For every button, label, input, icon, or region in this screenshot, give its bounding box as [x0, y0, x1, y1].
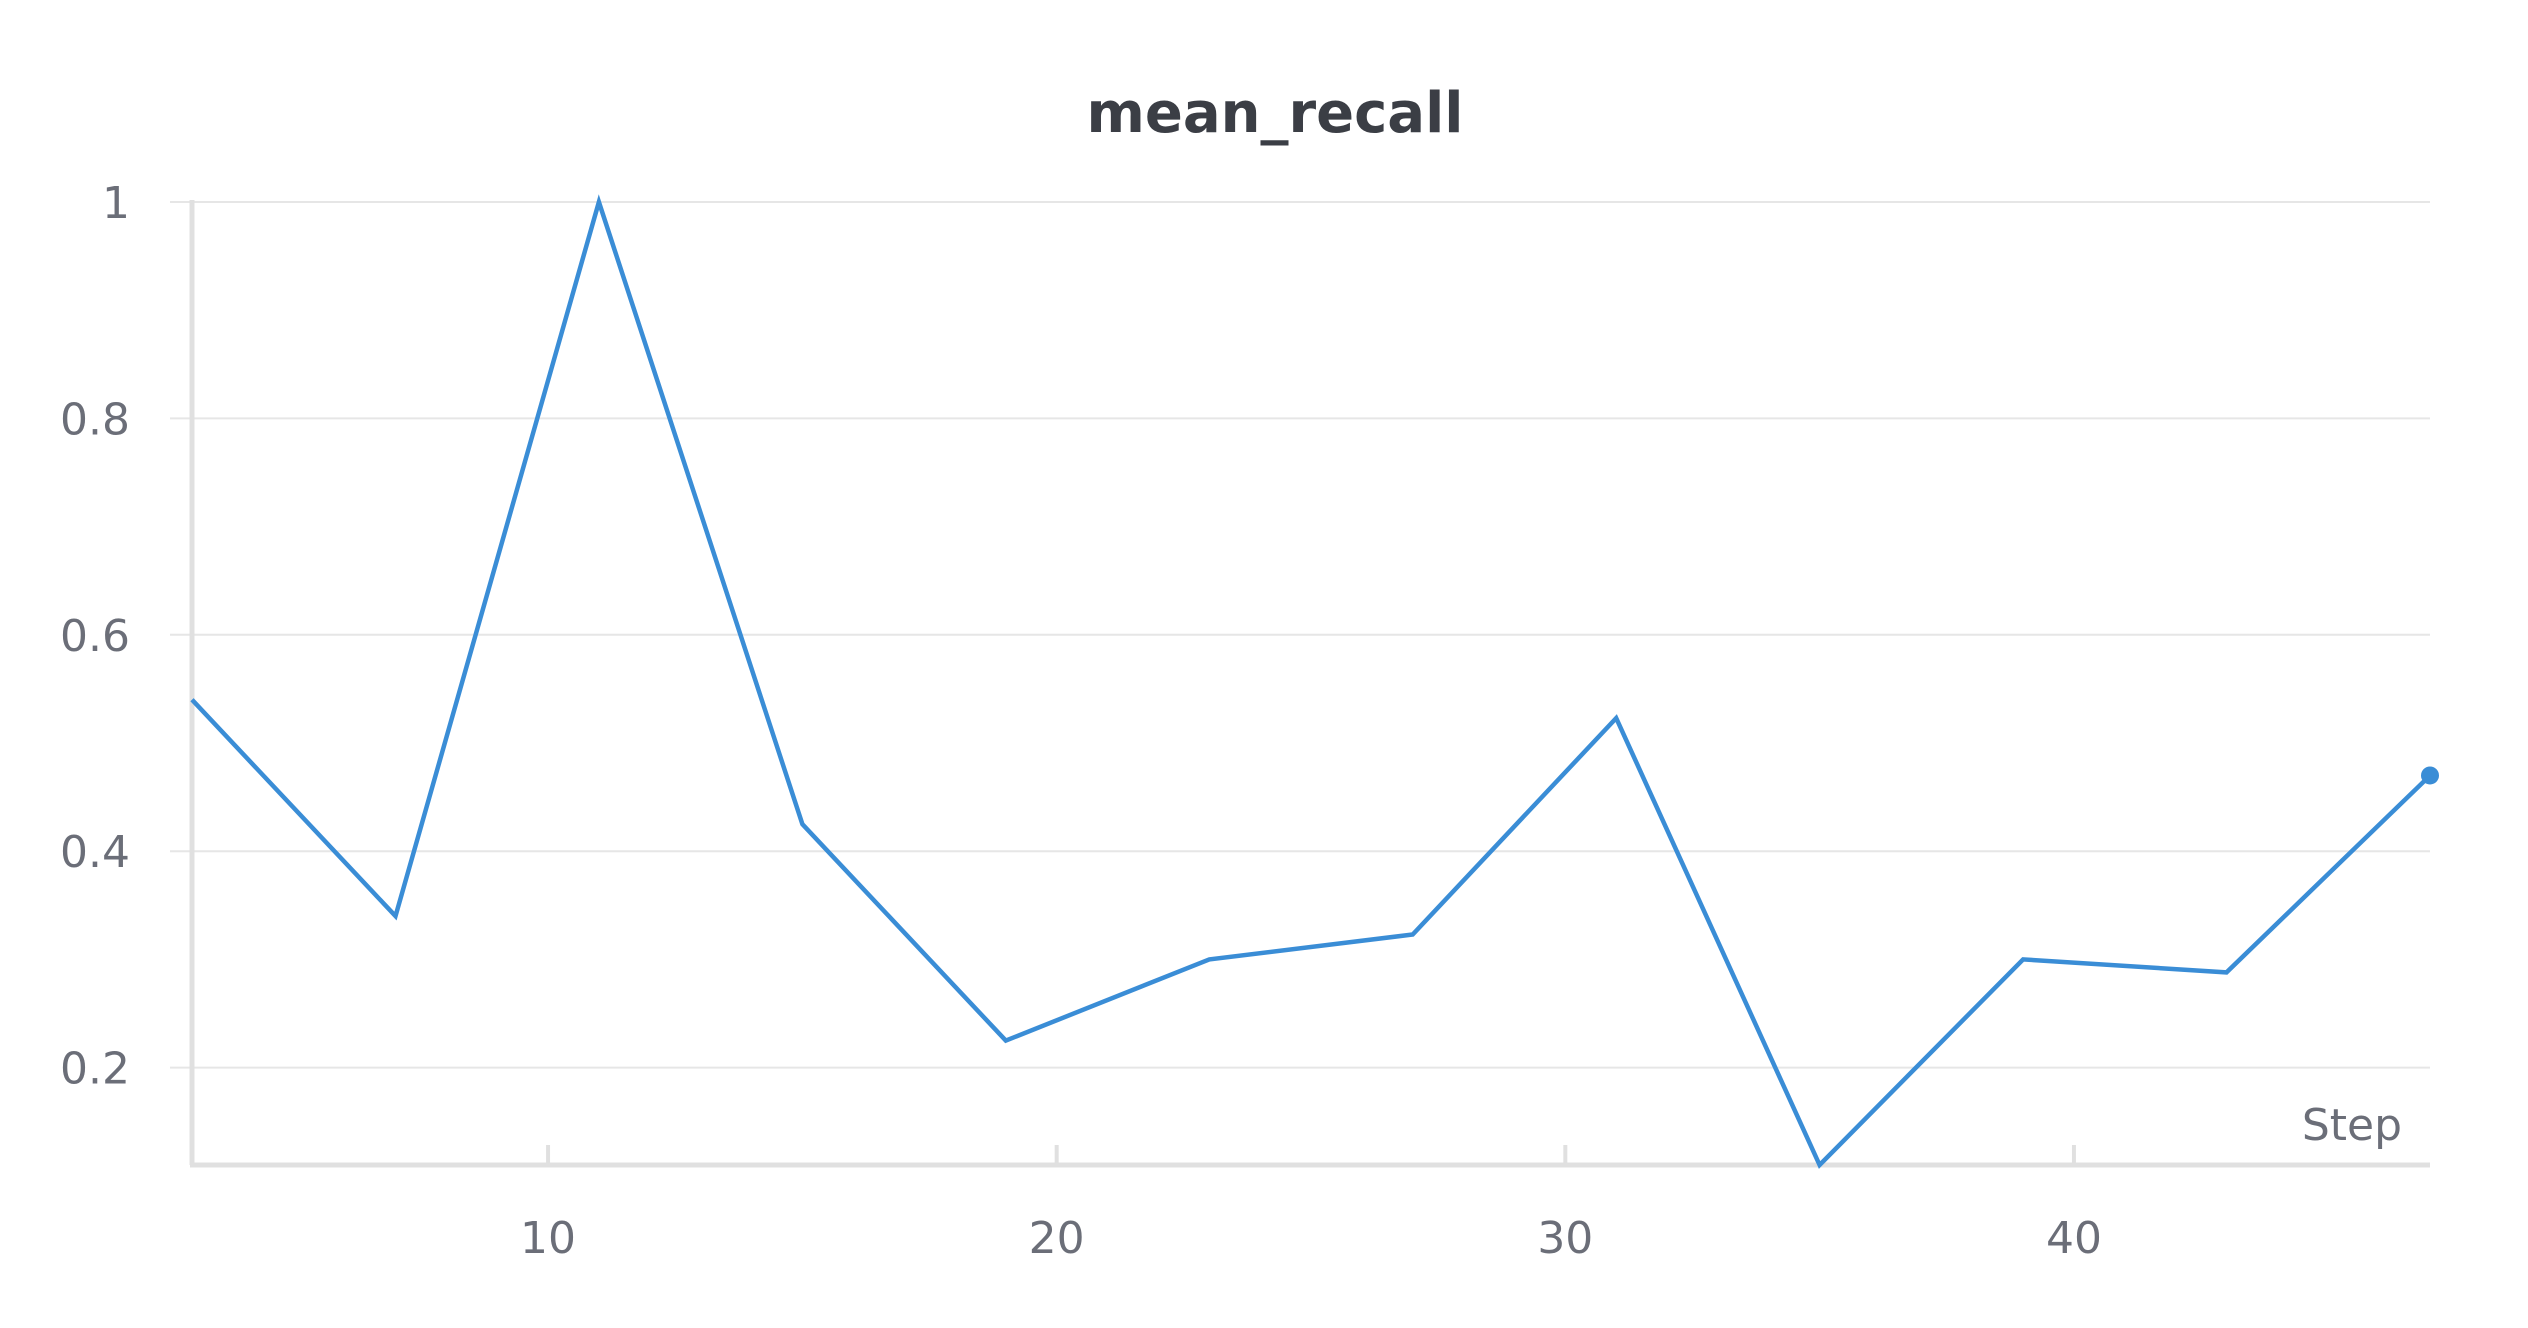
series — [190, 194, 2439, 1169]
tick-labels: 0.2 0.4 0.6 0.8 1 10 20 30 40 — [60, 178, 2102, 1264]
gridlines — [170, 201, 2430, 1069]
x-tick-label: 30 — [1537, 1213, 1593, 1264]
x-axis-title: Step — [2302, 1100, 2402, 1151]
y-tick-label: 0.6 — [60, 611, 130, 662]
chart-title: mean_recall — [1087, 81, 1464, 146]
x-tick-label: 40 — [2046, 1213, 2102, 1264]
y-tick-label: 0.8 — [60, 394, 130, 445]
series-line — [190, 194, 2432, 1169]
x-tick-label: 10 — [520, 1213, 576, 1264]
axes — [189, 200, 2430, 1168]
y-tick-label: 0.2 — [60, 1044, 130, 1095]
y-tick-label: 1 — [102, 178, 130, 229]
series-end-marker — [2421, 766, 2439, 785]
x-tick-label: 20 — [1029, 1213, 1085, 1264]
y-tick-label: 0.4 — [60, 827, 130, 878]
